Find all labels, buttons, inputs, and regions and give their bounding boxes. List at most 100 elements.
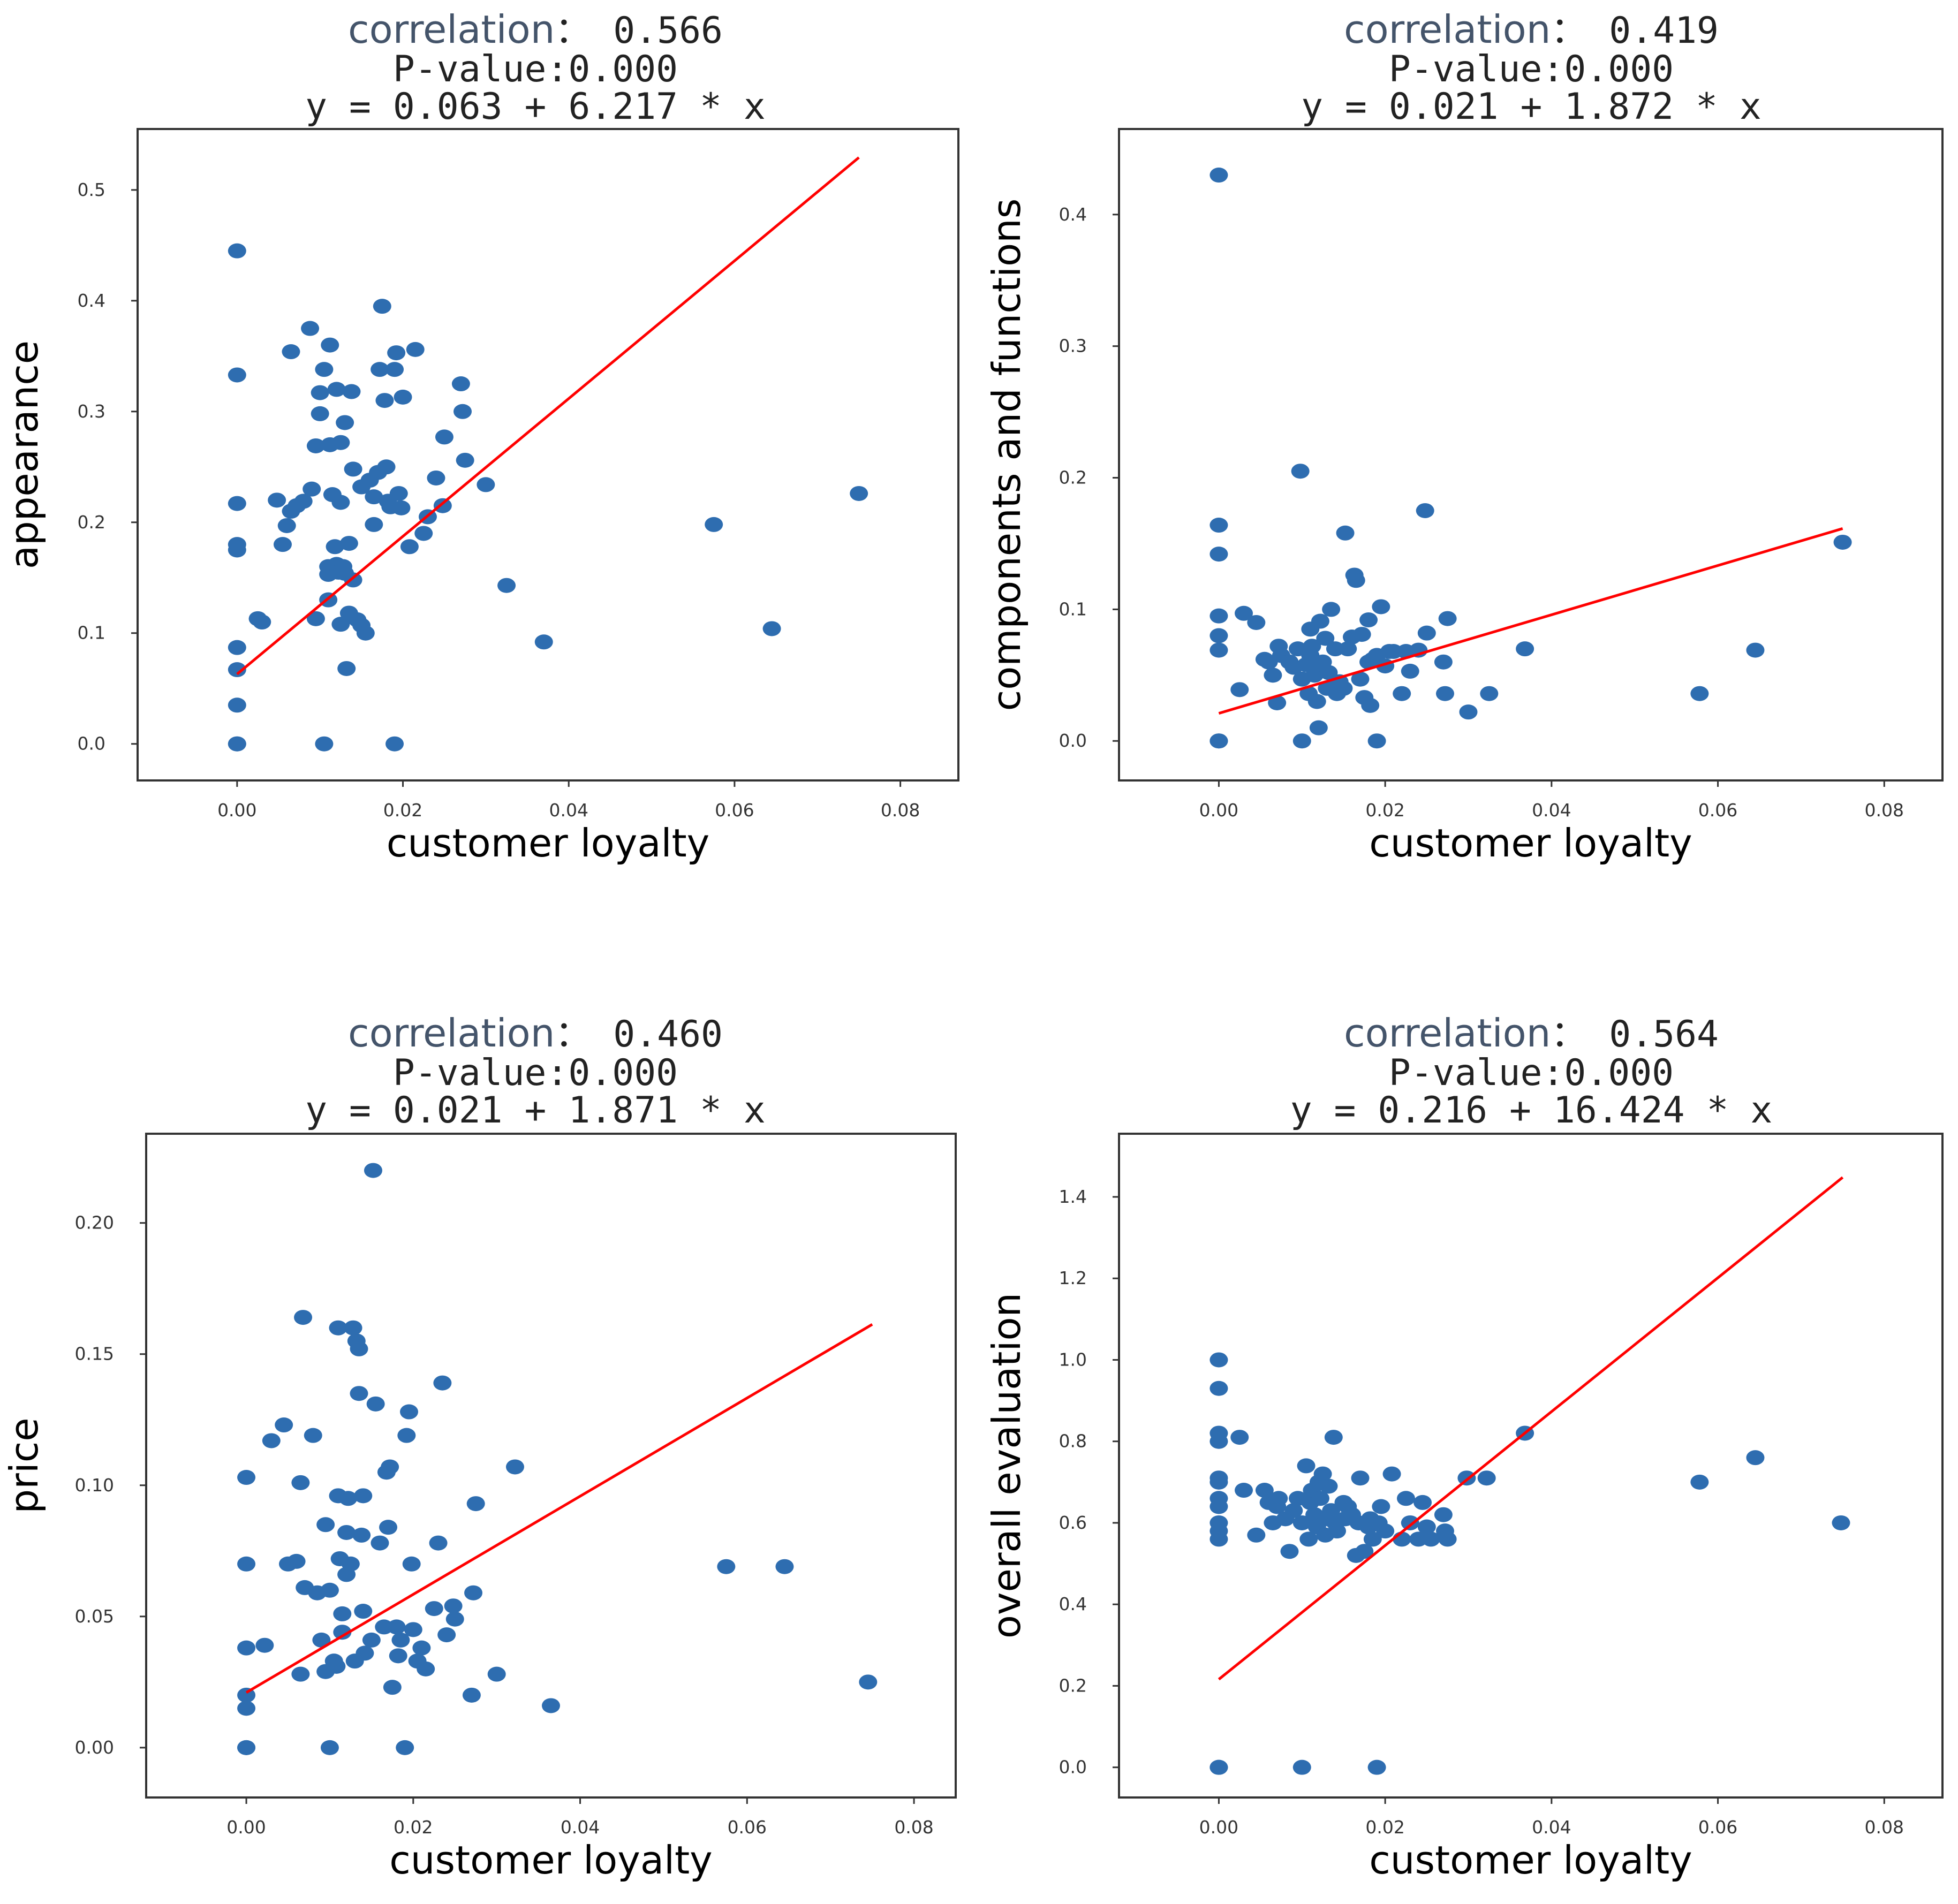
scatter-point	[387, 1619, 406, 1635]
scatter-point	[364, 1163, 382, 1178]
scatter-point	[414, 526, 433, 541]
y-tick-label: 0.1	[78, 623, 105, 643]
scatter-point	[1209, 168, 1228, 183]
scatter-point	[228, 367, 246, 383]
scatter-point	[1322, 1503, 1341, 1519]
x-tick-label: 0.08	[894, 1817, 933, 1838]
x-tick-label: 0.08	[881, 800, 920, 821]
scatter-point	[344, 461, 362, 477]
y-axis-label: price	[2, 1417, 47, 1513]
scatter-point	[387, 345, 406, 361]
scatter-point	[1311, 613, 1329, 629]
x-axis-label: customer loyalty	[387, 821, 710, 866]
scatter-point	[1355, 1544, 1374, 1559]
scatter-point	[1401, 1515, 1419, 1530]
plot-frame	[137, 128, 959, 782]
scatter-point	[1209, 1352, 1228, 1368]
plot-frame	[1118, 128, 1944, 782]
scatter-point	[1393, 1531, 1411, 1547]
scatter-point	[329, 1320, 347, 1336]
scatter-point	[237, 1470, 256, 1485]
regression-line	[236, 156, 860, 676]
scatter-point	[1352, 627, 1371, 642]
chart-title-correlation: correlation： 0.419	[1344, 7, 1719, 52]
scatter-point	[327, 382, 346, 397]
scatter-point	[287, 1553, 306, 1569]
scatter-point	[375, 1619, 394, 1635]
scatter-point	[425, 1601, 443, 1617]
scatter-point	[377, 459, 396, 475]
scatter-point	[326, 539, 344, 555]
y-axis-label: appearance	[2, 340, 47, 569]
scatter-point	[228, 542, 246, 558]
scatter-point	[1409, 1531, 1428, 1547]
scatter-point	[392, 500, 411, 515]
scatter-point	[1264, 667, 1282, 683]
scatter-point	[331, 495, 350, 510]
y-axis-label: components and functions	[984, 199, 1029, 711]
scatter-point	[344, 1320, 362, 1336]
scatter-point	[429, 1535, 448, 1551]
scatter-point	[237, 1556, 256, 1572]
x-axis-label: customer loyalty	[1369, 821, 1692, 866]
scatter-point	[366, 1396, 385, 1412]
scatter-point	[1209, 608, 1228, 624]
scatter-point	[1322, 602, 1341, 617]
x-tick-label: 0.08	[1865, 800, 1904, 821]
scatter-point	[1435, 686, 1454, 701]
scatter-point	[1303, 639, 1321, 654]
scatter-point	[1413, 1495, 1432, 1510]
scatter-point	[282, 344, 300, 360]
scatter-point	[381, 1459, 399, 1475]
correlation-separator: ：	[555, 10, 591, 52]
scatter-point	[1361, 697, 1380, 713]
scatter-point	[320, 1582, 339, 1598]
scatter-point	[1309, 720, 1328, 735]
x-tick-label: 0.08	[1865, 1817, 1904, 1838]
y-tick-label: 0.0	[1059, 1757, 1087, 1778]
y-tick-label: 0.05	[75, 1606, 114, 1627]
scatter-point	[228, 640, 246, 655]
scatter-point	[337, 1524, 356, 1540]
plot-frame	[1118, 1133, 1944, 1799]
scatter-point	[389, 486, 408, 501]
scatter-point	[320, 1740, 339, 1755]
y-tick-label: 0.4	[1059, 1594, 1087, 1614]
y-tick-label: 0.4	[78, 290, 105, 311]
scatter-point	[1372, 1499, 1390, 1514]
scatter-point	[365, 517, 383, 532]
scatter-point	[306, 611, 325, 626]
scatter-point	[433, 1375, 452, 1391]
scatter-point	[1316, 631, 1335, 646]
scatter-point	[1324, 1430, 1343, 1445]
regression-line	[245, 1323, 873, 1694]
chart-title-equation: y = 0.021 + 1.871 * x	[305, 1089, 766, 1132]
chart-title-equation: y = 0.021 + 1.872 * x	[1301, 86, 1762, 128]
correlation-value: 0.566	[591, 10, 723, 52]
scatter-point	[273, 537, 292, 552]
scatter-point	[1209, 1433, 1228, 1449]
scatter-point	[327, 1658, 346, 1674]
scatter-point	[1311, 1491, 1329, 1506]
scatter-point	[1746, 1450, 1765, 1466]
scatter-point	[337, 661, 356, 676]
scatter-point	[333, 1625, 352, 1640]
scatter-point	[1230, 1430, 1249, 1445]
scatter-point	[1326, 641, 1344, 657]
correlation-value: 0.460	[591, 1013, 723, 1056]
scatter-point	[365, 489, 383, 505]
scatter-point	[850, 486, 868, 501]
scatter-point	[1209, 1474, 1228, 1490]
scatter-point	[321, 337, 339, 353]
x-tick-label: 0.06	[715, 800, 754, 821]
scatter-point	[356, 1645, 374, 1661]
y-tick-label: 0.20	[75, 1212, 114, 1233]
scatter-point	[1434, 654, 1453, 670]
scatter-point	[1269, 1491, 1288, 1506]
x-tick-label: 0.06	[728, 1817, 767, 1838]
scatter-point	[1434, 1507, 1453, 1522]
scatter-point	[464, 1585, 483, 1600]
x-axis-label: customer loyalty	[1369, 1838, 1692, 1883]
y-tick-label: 0.3	[78, 401, 105, 422]
